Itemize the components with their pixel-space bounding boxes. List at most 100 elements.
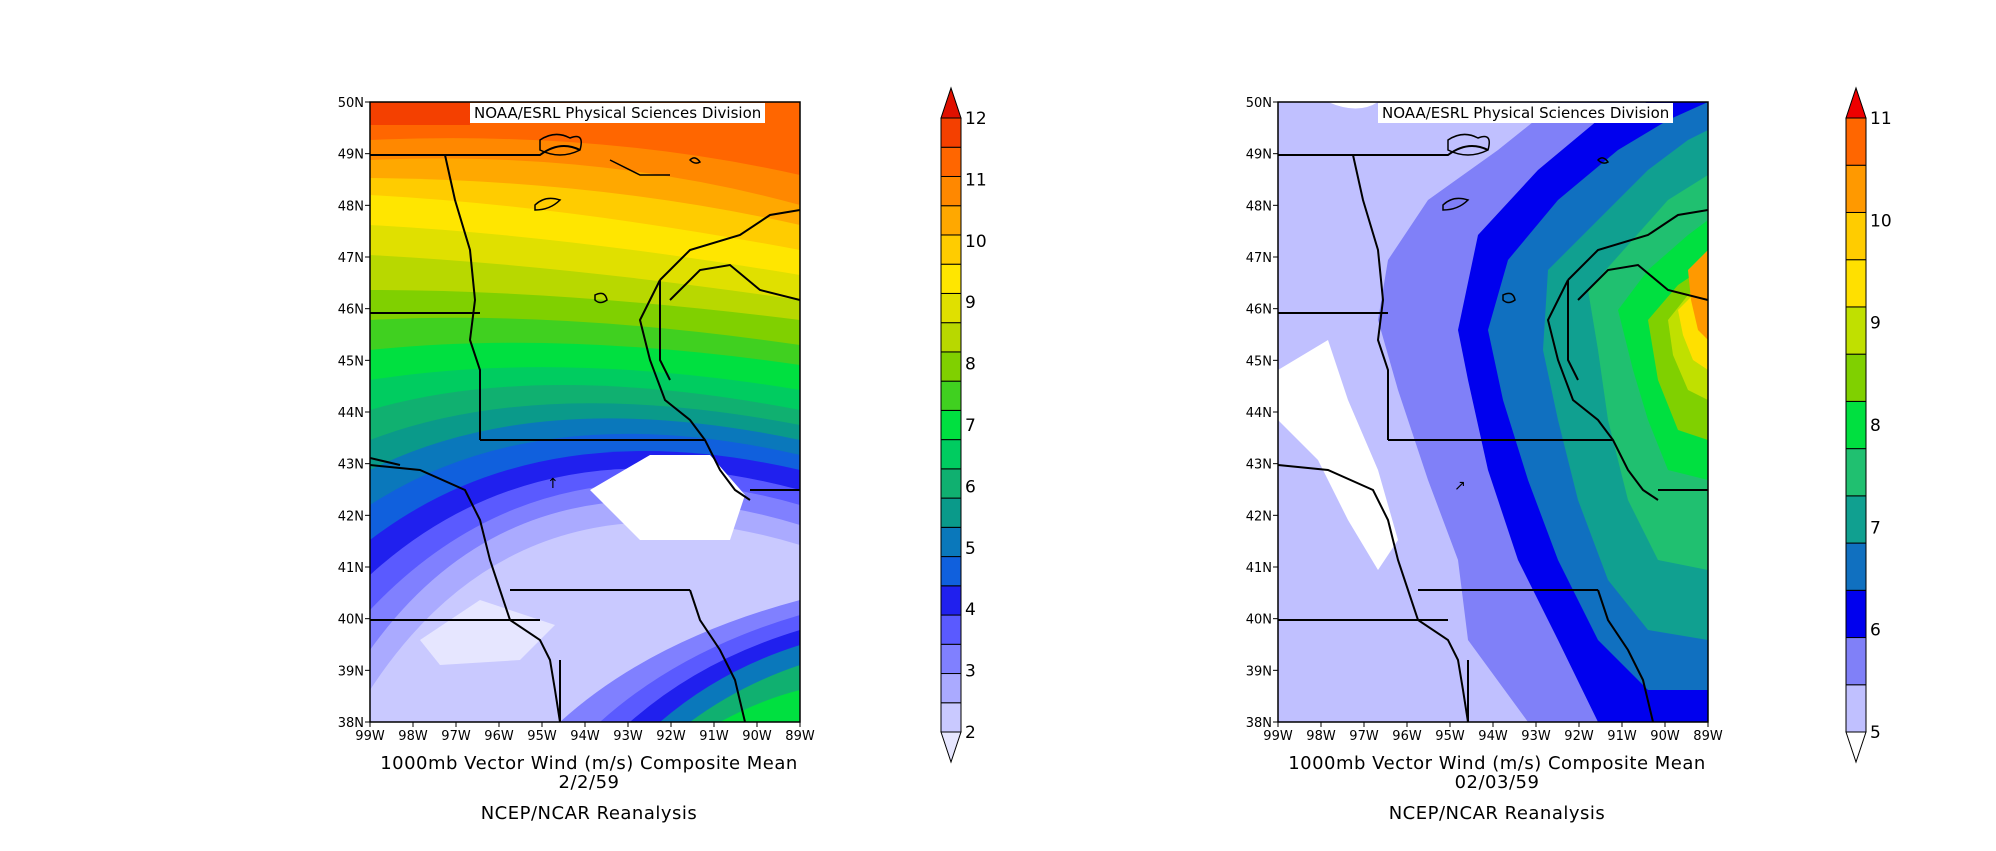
colorbar-label: 7 (1870, 518, 1881, 538)
lat-tick-label: 43N (1246, 458, 1272, 473)
colorbar-segment (1845, 117, 1867, 166)
lon-tick-label: 96W (1392, 729, 1422, 744)
colorbar-label: 9 (1870, 314, 1881, 334)
colorbar-bottom-arrow (1845, 731, 1867, 764)
lat-tick-label: 43N (338, 458, 364, 473)
lat-tick-label: 47N (1246, 251, 1272, 266)
colorbar-label: 10 (965, 232, 987, 252)
colorbar-top-arrow (940, 86, 962, 119)
colorbar-segment (940, 234, 962, 265)
colorbar-segment (940, 175, 962, 207)
wind-vector-arrow: ↗ (1454, 478, 1466, 494)
lat-tick-label: 49N (338, 148, 364, 163)
colorbar-segment (940, 205, 962, 236)
lon-tick-label: 91W (1607, 729, 1637, 744)
wind-speed-field (1278, 102, 1708, 722)
lon-tick-label: 91W (699, 729, 729, 744)
lon-tick-label: 92W (656, 729, 686, 744)
lat-tick-label: 41N (338, 561, 364, 576)
colorbar-label: 6 (965, 477, 976, 497)
lat-tick-label: 45N (1246, 354, 1272, 369)
colorbar-label: 2 (965, 723, 976, 743)
colorbar-label: 11 (965, 170, 987, 190)
colorbar-segment (940, 322, 962, 353)
lakes (534, 133, 702, 304)
colorbar-label: 3 (965, 662, 976, 682)
lon-tick-label: 94W (1478, 729, 1508, 744)
wind-vector-arrow: ↑ (547, 476, 559, 492)
lat-tick-label: 41N (1246, 561, 1272, 576)
colorbar-label: 7 (965, 416, 976, 436)
colorbar-segment (940, 146, 962, 177)
lon-tick-label: 92W (1564, 729, 1594, 744)
colorbar-segment (940, 468, 962, 499)
colorbar-segment (940, 643, 962, 675)
colorbar-segment (940, 526, 962, 558)
lat-tick-label: 38N (338, 716, 364, 731)
lat-tick-label: 42N (1246, 509, 1272, 524)
lon-tick-label: 99W (355, 729, 385, 744)
map-date: 2/2/59 (558, 772, 620, 793)
lon-tick-label: 97W (1349, 729, 1379, 744)
lat-tick-label: 44N (1246, 406, 1272, 421)
lon-tick-label: 99W (1263, 729, 1293, 744)
colorbar-label: 4 (965, 600, 976, 620)
lon-tick-label: 93W (1521, 729, 1551, 744)
colorbar-segment (1845, 164, 1867, 213)
colorbar-label: 11 (1870, 109, 1892, 129)
lon-tick-label: 89W (785, 729, 815, 744)
lat-tick-label: 47N (338, 251, 364, 266)
colorbar-label: 9 (965, 293, 976, 313)
lat-tick-label: 44N (338, 406, 364, 421)
map-figure-right: ↗ 50N 49N 48N 47N 46N 45N 44N 43N 42N 41N 40N 39N 38… (1246, 86, 1892, 764)
credit-label: NOAA/ESRL Physical Sciences Division (470, 103, 766, 123)
lon-tick-label: 94W (570, 729, 600, 744)
state-borders (1278, 145, 1708, 722)
colorbar-label: 8 (965, 355, 976, 375)
lat-tick-label: 42N (338, 509, 364, 524)
lon-tick-label: 90W (1650, 729, 1680, 744)
lon-tick-label: 98W (1306, 729, 1336, 744)
colorbar-label: 8 (1870, 416, 1881, 436)
colorbar-segment (1845, 400, 1867, 450)
colorbar-segment (940, 673, 962, 704)
colorbar-segment (1845, 353, 1867, 402)
lat-tick-label: 45N (338, 354, 364, 369)
wind-speed-field (370, 102, 800, 722)
map-panel-left: ↑ 50N 49N 48N 47N 46N 45N 44N 43N 42N 41N 40N 39N 38… (0, 0, 998, 847)
colorbar: 12 11 10 9 8 7 6 5 4 3 2 (940, 86, 987, 764)
lon-tick-label: 89W (1693, 729, 1723, 744)
lon-axis-labels: 99W 98W 97W 96W 95W 94W 93W 92W 91W 90W 89W (355, 722, 815, 744)
colorbar-segment (1845, 211, 1867, 261)
colorbar-top-arrow (1845, 86, 1867, 119)
colorbar-segment (1845, 448, 1867, 497)
map-title: 1000mb Vector Wind (m/s) Composite Mean (380, 753, 798, 774)
lon-tick-label: 96W (484, 729, 514, 744)
colorbar-segment (1845, 306, 1867, 355)
credit-label: NOAA/ESRL Physical Sciences Division (1378, 103, 1674, 123)
colorbar-segment (940, 614, 962, 645)
map-title: 1000mb Vector Wind (m/s) Composite Mean (1288, 753, 1706, 774)
lat-axis-labels: 50N 49N 48N 47N 46N 45N 44N 43N 42N 41N 40N 39N 38N (1246, 96, 1278, 731)
lon-tick-label: 90W (742, 729, 772, 744)
colorbar-label: 6 (1870, 621, 1881, 641)
data-source: NCEP/NCAR Reanalysis (480, 803, 698, 824)
lat-tick-label: 40N (338, 613, 364, 628)
lat-tick-label: 40N (1246, 613, 1272, 628)
lat-tick-label: 50N (338, 96, 364, 111)
colorbar-segment (940, 263, 962, 294)
data-source: NCEP/NCAR Reanalysis (1388, 803, 1606, 824)
colorbar-label: 12 (965, 109, 987, 129)
colorbar-segment (940, 380, 962, 411)
colorbar-segment (1845, 495, 1867, 544)
colorbar-segment (1845, 259, 1867, 308)
lon-tick-label: 98W (398, 729, 428, 744)
colorbar: 11 10 9 8 7 6 5 (1845, 86, 1892, 764)
colorbar-label: 10 (1870, 211, 1892, 231)
colorbar-segment (1845, 637, 1867, 686)
lat-axis-labels: 50N 49N 48N 47N 46N 45N 44N 43N 42N 41N 40N 39N 38N (338, 96, 370, 731)
colorbar-label: 5 (965, 539, 976, 559)
lat-tick-label: 39N (1246, 664, 1272, 679)
colorbar-bottom-arrow (940, 731, 962, 764)
colorbar-segment (940, 497, 962, 528)
